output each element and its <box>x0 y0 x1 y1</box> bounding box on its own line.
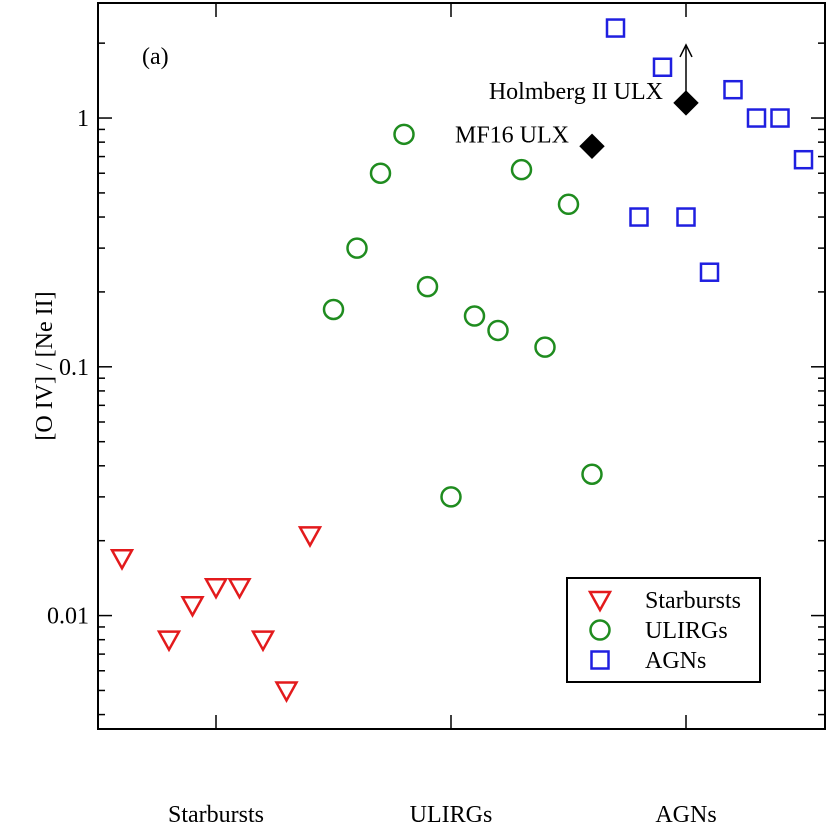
panel-label: (a) <box>142 44 169 70</box>
legend-label-starbursts: Starbursts <box>645 588 741 614</box>
ulx-point <box>673 90 699 116</box>
ulirgs-point <box>322 298 345 321</box>
starbursts-point <box>109 548 135 571</box>
ulx-label: Holmberg II ULX <box>489 79 663 105</box>
y-axis-label: [O IV] / [Ne II] <box>32 291 58 440</box>
ulirgs-point <box>416 275 439 298</box>
legend-label-ulirgs: ULIRGs <box>645 618 728 644</box>
starbursts-point <box>250 630 276 653</box>
starbursts-point <box>274 681 299 704</box>
group-label: ULIRGs <box>410 802 493 828</box>
agns-point <box>746 108 767 128</box>
ulirgs-point <box>463 305 486 327</box>
agns-point <box>605 18 626 38</box>
ulirgs-point <box>581 463 603 485</box>
y-tick-label: 0.01 <box>47 604 89 630</box>
legend-marker-agns <box>590 650 610 670</box>
agns-point <box>770 108 790 128</box>
y-tick-labels: 0.01 0.1 1 <box>47 106 89 630</box>
group-labels: Starbursts ULIRGs AGNs <box>168 802 717 828</box>
y-tick-label: 0.1 <box>59 355 89 381</box>
ulirgs-point <box>487 319 509 342</box>
starbursts-point <box>156 630 182 653</box>
group-label: AGNs <box>655 802 716 828</box>
starbursts-point <box>180 596 205 618</box>
ulirgs-point <box>393 123 415 146</box>
ulirgs-point <box>510 158 533 181</box>
legend-box <box>566 577 761 683</box>
axis-ticks <box>98 3 825 729</box>
agns-point <box>629 207 649 227</box>
agns-point <box>652 57 673 78</box>
annotations: MF16 ULX Holmberg II ULX <box>455 43 693 148</box>
ulx-label: MF16 ULX <box>455 122 569 148</box>
agns-point <box>676 207 696 227</box>
ulirgs-point <box>534 336 556 358</box>
ulirgs-point <box>369 162 392 184</box>
ulirgs-point <box>346 237 368 259</box>
ulirgs-point <box>557 193 580 216</box>
lower-limit-arrowhead <box>679 43 693 58</box>
group-label: Starbursts <box>168 802 264 828</box>
legend-label-agns: AGNs <box>645 648 706 674</box>
y-tick-label: 1 <box>77 106 89 132</box>
agns-point <box>723 79 743 100</box>
agns-point <box>699 262 720 282</box>
plot-frame <box>97 2 826 730</box>
ulirgs-point <box>440 486 462 508</box>
starbursts-point <box>203 577 229 600</box>
data-marks <box>109 18 814 704</box>
agns-point <box>793 149 814 170</box>
legend-marker-starbursts <box>587 590 613 613</box>
starbursts-point <box>297 526 323 548</box>
starbursts-point <box>227 577 252 600</box>
legend: Starbursts ULIRGs AGNs <box>566 577 761 683</box>
legend-marker-ulirgs <box>589 619 611 641</box>
ulx-point <box>579 133 605 159</box>
